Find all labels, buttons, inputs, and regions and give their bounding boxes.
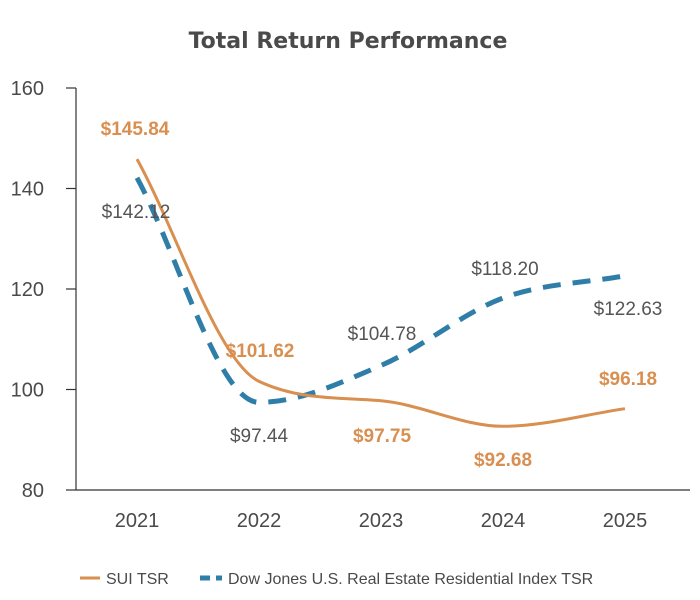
sui-tsr-line xyxy=(135,158,626,428)
sui-data-label: $96.18 xyxy=(599,369,657,390)
legend-label-sui: SUI TSR xyxy=(106,571,169,588)
x-tick-label: 2025 xyxy=(603,510,648,532)
y-tick-label: 160 xyxy=(11,78,44,100)
y-tick-label: 140 xyxy=(11,179,44,201)
x-tick-label: 2024 xyxy=(481,510,526,532)
dow-jones-data-label: $142.12 xyxy=(102,202,171,223)
x-tick-label: 2022 xyxy=(237,510,282,532)
sui-data-label: $92.68 xyxy=(474,450,532,471)
x-tick-label: 2023 xyxy=(359,510,404,532)
dow-jones-data-label: $104.78 xyxy=(348,324,417,345)
x-tick-label: 2021 xyxy=(115,510,160,532)
sui-data-label: $101.62 xyxy=(226,341,295,362)
dow-jones-data-label: $97.44 xyxy=(230,426,289,447)
sui-data-label: $97.75 xyxy=(353,426,412,447)
dow-jones-index-line xyxy=(134,176,626,405)
y-tick-label: 100 xyxy=(11,380,44,402)
dow-jones-data-label: $122.63 xyxy=(594,299,663,320)
dow-jones-data-label: $118.20 xyxy=(471,259,538,280)
sui-data-label: $145.84 xyxy=(101,119,170,140)
legend-label-dow-jones: Dow Jones U.S. Real Estate Residential I… xyxy=(228,571,593,588)
y-tick-label: 80 xyxy=(22,480,44,502)
y-tick-label: 120 xyxy=(11,279,44,301)
chart-title: Total Return Performance xyxy=(189,29,508,54)
